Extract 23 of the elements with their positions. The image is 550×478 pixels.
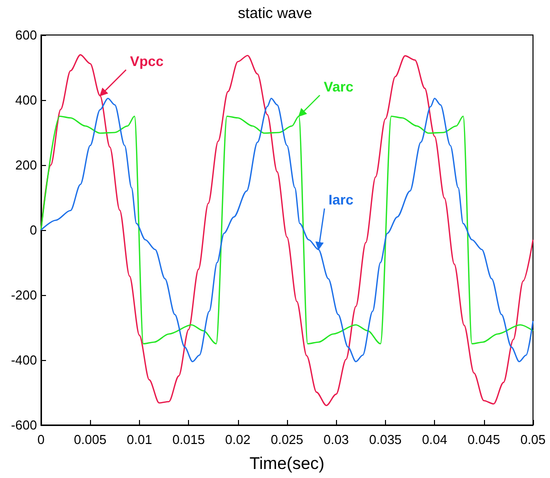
y-tick-label: 0: [30, 222, 37, 238]
line-series: [40, 54, 534, 406]
x-tick-label: 0.015: [172, 432, 205, 447]
x-tick-label: 0.005: [74, 432, 106, 447]
y-tick-label: -200: [10, 288, 37, 302]
x-axis-title: Time(sec): [250, 454, 324, 473]
y-tick-label: -600: [10, 418, 37, 432]
x-tick-label: 0.04: [422, 432, 448, 447]
x-tick-label: 0.02: [225, 432, 250, 447]
x-tick-label: 0.025: [270, 432, 304, 447]
y-tick-label: 600: [15, 28, 37, 42]
y-tick-label: 400: [15, 92, 37, 108]
x-tick-label: 0.03: [324, 432, 349, 447]
annotation: Varc: [324, 78, 354, 94]
y-tick-label: -400: [10, 352, 37, 368]
chart-title: static wave: [238, 5, 312, 22]
annotation: Iarc: [328, 192, 354, 208]
x-tick-label: 0.045: [468, 432, 500, 447]
y-tick-label: 200: [15, 158, 37, 172]
x-tick-label: 0.05: [520, 432, 546, 447]
x-tick-label: 0.01: [126, 432, 152, 447]
annotation: Vpcc: [130, 52, 164, 69]
x-tick-label: 0.035: [369, 432, 402, 447]
